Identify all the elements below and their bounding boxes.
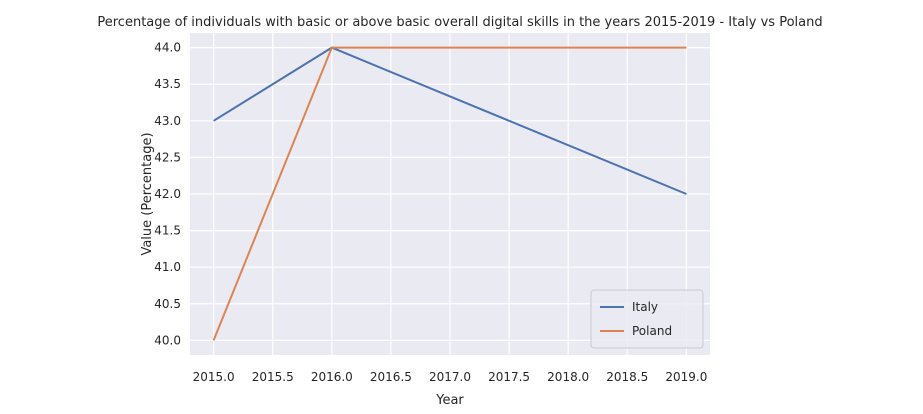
y-tick-label: 42.5 <box>154 150 181 164</box>
x-axis-ticks: 2015.0 2015.5 2016.0 2016.5 2017.0 2017.5 2018… <box>193 370 708 384</box>
x-tick-label: 2015.0 <box>193 370 235 384</box>
x-tick-label: 2015.5 <box>252 370 294 384</box>
legend-label: Poland <box>632 324 672 338</box>
legend: Italy Poland <box>590 289 704 349</box>
y-tick-label: 40.0 <box>154 333 181 347</box>
y-tick-label: 41.5 <box>154 224 181 238</box>
x-tick-label: 2017.5 <box>488 370 530 384</box>
x-tick-label: 2018.0 <box>547 370 589 384</box>
series-lines <box>212 46 687 341</box>
legend-label: Italy <box>632 300 658 314</box>
x-tick-label: 2016.5 <box>370 370 412 384</box>
y-tick-label: 43.5 <box>154 77 181 91</box>
x-tick-label: 2019.0 <box>665 370 707 384</box>
y-tick-label: 41.0 <box>154 260 181 274</box>
y-tick-label: 40.5 <box>154 297 181 311</box>
series-line-poland <box>212 46 687 341</box>
y-tick-label: 42.0 <box>154 187 181 201</box>
x-tick-label: 2016.0 <box>311 370 353 384</box>
x-tick-label: 2018.5 <box>606 370 648 384</box>
y-axis-ticks: 40.0 40.5 41.0 41.5 42.0 42.5 43.0 43.5 44.0 <box>154 41 181 348</box>
x-axis-label: Year <box>435 393 464 408</box>
y-tick-label: 43.0 <box>154 114 181 128</box>
legend-box <box>590 289 704 349</box>
y-tick-label: 44.0 <box>154 41 181 55</box>
chart-title: Percentage of individuals with basic or … <box>97 15 822 30</box>
x-tick-label: 2017.0 <box>429 370 471 384</box>
y-axis-label: Value (Percentage) <box>140 132 155 255</box>
